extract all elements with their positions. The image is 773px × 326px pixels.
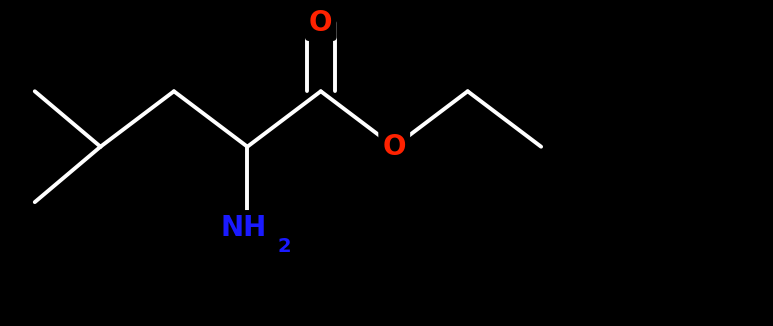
Text: NH: NH (220, 214, 267, 242)
Text: 2: 2 (278, 237, 291, 256)
Text: O: O (309, 9, 332, 37)
Text: O: O (383, 133, 406, 161)
